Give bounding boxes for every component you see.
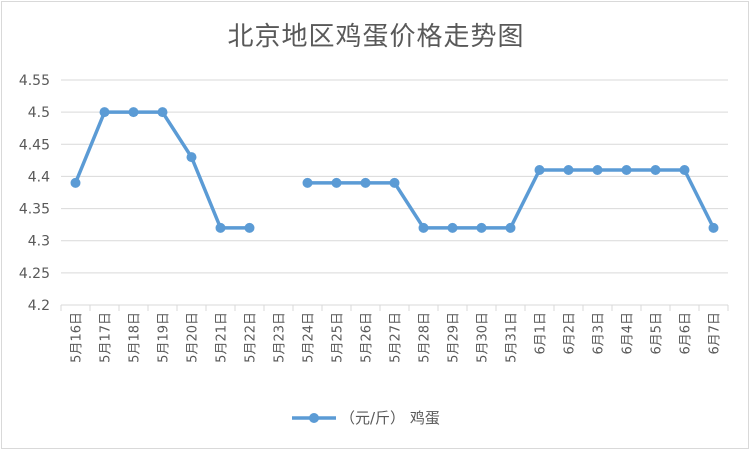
x-tick-label: 5月20日	[186, 312, 201, 363]
y-tick-label: 4.45	[19, 137, 50, 153]
data-point	[157, 107, 168, 118]
data-point	[331, 177, 342, 188]
data-point	[679, 165, 690, 175]
data-point	[302, 177, 313, 188]
x-tick-label: 6月6日	[679, 312, 694, 355]
x-tick-label: 5月27日	[389, 312, 404, 363]
x-tick-label: 5月19日	[157, 312, 172, 363]
data-point	[505, 222, 516, 233]
y-axis-ticks: 4.2 4.25 4.3 4.35 4.4 4.45 4.5 4.55	[19, 73, 50, 314]
y-tick-label: 4.3	[28, 234, 50, 250]
y-tick-label: 4.35	[19, 202, 50, 218]
x-tick-label: 5月31日	[505, 312, 520, 363]
chart-title: 北京地区鸡蛋价格走势图	[227, 22, 525, 52]
legend: （元/斤） 鸡蛋	[292, 409, 440, 427]
data-point	[592, 165, 603, 175]
data-point	[534, 165, 545, 175]
data-point	[99, 107, 110, 118]
data-point	[563, 165, 574, 175]
y-tick-label: 4.4	[28, 169, 50, 185]
legend-label: （元/斤） 鸡蛋	[340, 409, 440, 427]
y-tick-label: 4.25	[19, 266, 50, 282]
x-tick-label: 6月7日	[708, 312, 723, 355]
x-tick-label: 5月25日	[331, 312, 346, 363]
x-tick-label: 5月28日	[418, 312, 433, 363]
data-point	[476, 222, 487, 233]
data-point	[128, 107, 139, 118]
x-tick-label: 5月29日	[447, 312, 462, 363]
x-tick-label: 5月17日	[99, 312, 114, 363]
x-tick-label: 5月16日	[70, 312, 85, 363]
series-line	[307, 168, 716, 230]
y-tick-label: 4.2	[28, 298, 50, 314]
data-point	[418, 222, 429, 233]
x-tick-label: 5月24日	[302, 312, 317, 363]
data-point	[708, 222, 719, 233]
data-point	[215, 222, 226, 233]
data-point	[650, 165, 661, 175]
data-point	[360, 177, 371, 188]
x-axis	[60, 304, 729, 311]
series-layer	[70, 107, 719, 233]
data-point	[70, 177, 81, 188]
x-axis-ticks: 5月16日 5月17日 5月18日 5月19日 5月20日 5月21日 5月22日 5月23日…	[70, 312, 723, 363]
x-tick-label: 5月22日	[244, 312, 259, 363]
x-tick-label: 5月30日	[476, 312, 491, 363]
x-tick-label: 5月18日	[128, 312, 143, 363]
data-point	[447, 222, 458, 233]
data-point	[186, 152, 197, 163]
x-tick-label: 5月26日	[360, 312, 375, 363]
data-point	[389, 177, 400, 188]
data-point	[244, 222, 255, 233]
y-tick-label: 4.55	[19, 73, 50, 89]
x-tick-label: 6月3日	[592, 312, 607, 355]
x-tick-label: 6月2日	[563, 312, 578, 355]
x-tick-label: 5月21日	[215, 312, 230, 363]
data-point	[621, 165, 632, 175]
x-tick-label: 5月23日	[273, 312, 288, 363]
y-tick-label: 4.5	[28, 105, 50, 121]
x-tick-label: 6月4日	[621, 312, 636, 355]
x-tick-label: 6月5日	[650, 312, 665, 355]
series-line	[73, 110, 250, 230]
gridlines	[61, 79, 728, 306]
x-tick-label: 6月1日	[534, 312, 549, 355]
legend-swatch-marker	[309, 413, 319, 423]
